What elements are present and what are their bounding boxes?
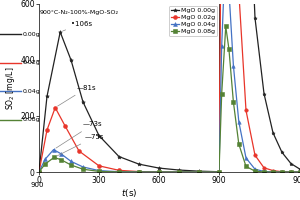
MgO 0.04g	[69, 160, 73, 163]
MgO 0.08g	[37, 171, 41, 173]
MgO 0.00g	[58, 31, 62, 33]
MgO 0.02g	[37, 171, 41, 173]
Text: —75s: —75s	[56, 134, 104, 156]
MgO 0.04g	[52, 148, 56, 151]
Text: 0.00g: 0.00g	[22, 32, 40, 37]
MgO 0.04g	[43, 158, 47, 161]
MgO 0.08g	[117, 171, 121, 173]
MgO 0.00g	[45, 95, 49, 98]
MgO 0.08g	[43, 163, 47, 165]
MgO 0.04g	[137, 171, 141, 173]
Text: —73s: —73s	[56, 121, 103, 148]
MgO 0.08g	[177, 171, 181, 173]
MgO 0.08g	[81, 168, 85, 170]
MgO 0.02g	[177, 171, 181, 173]
Text: 0.02g: 0.02g	[22, 60, 40, 65]
X-axis label: $t$(s): $t$(s)	[121, 187, 137, 199]
Text: 900: 900	[30, 182, 44, 188]
MgO 0.04g	[117, 171, 121, 173]
MgO 0.00g	[81, 101, 85, 103]
MgO 0.02g	[197, 171, 201, 173]
MgO 0.02g	[45, 129, 49, 131]
MgO 0.04g	[197, 171, 201, 173]
Legend: MgO 0.00g, MgO 0.02g, MgO 0.04g, MgO 0.08g: MgO 0.00g, MgO 0.02g, MgO 0.04g, MgO 0.0…	[169, 6, 217, 36]
Line: MgO 0.04g: MgO 0.04g	[37, 148, 221, 174]
MgO 0.08g	[217, 171, 221, 173]
MgO 0.02g	[137, 170, 141, 173]
MgO 0.00g	[37, 171, 41, 173]
MgO 0.02g	[217, 171, 221, 173]
Text: •106s: •106s	[63, 21, 92, 31]
Text: 900°C-N₂-100%-MgO-SO₂: 900°C-N₂-100%-MgO-SO₂	[40, 10, 119, 15]
MgO 0.00g	[197, 170, 201, 172]
MgO 0.00g	[137, 163, 141, 165]
MgO 0.04g	[37, 171, 41, 173]
MgO 0.04g	[97, 169, 101, 172]
Text: 0.04g: 0.04g	[22, 89, 40, 94]
MgO 0.02g	[53, 106, 57, 109]
MgO 0.08g	[157, 171, 161, 173]
MgO 0.04g	[81, 166, 85, 168]
MgO 0.04g	[59, 153, 63, 155]
MgO 0.08g	[197, 171, 201, 173]
MgO 0.08g	[137, 171, 141, 173]
Line: MgO 0.08g: MgO 0.08g	[37, 155, 221, 174]
MgO 0.04g	[177, 171, 181, 173]
MgO 0.00g	[69, 59, 73, 61]
MgO 0.02g	[97, 165, 101, 167]
Text: 0.08g: 0.08g	[22, 117, 40, 122]
MgO 0.02g	[157, 171, 161, 173]
MgO 0.00g	[157, 167, 161, 169]
MgO 0.02g	[63, 125, 67, 127]
MgO 0.08g	[59, 158, 63, 161]
MgO 0.02g	[77, 150, 81, 152]
Text: —81s: —81s	[58, 85, 97, 106]
Y-axis label: SO$_2$ [mg/L]: SO$_2$ [mg/L]	[4, 66, 17, 110]
MgO 0.00g	[217, 171, 221, 173]
MgO 0.02g	[117, 169, 121, 172]
MgO 0.08g	[52, 156, 56, 159]
MgO 0.00g	[97, 134, 101, 137]
MgO 0.00g	[177, 169, 181, 171]
Line: MgO 0.00g: MgO 0.00g	[37, 30, 221, 174]
MgO 0.08g	[69, 164, 73, 166]
MgO 0.08g	[97, 170, 101, 173]
Line: MgO 0.02g: MgO 0.02g	[37, 106, 221, 174]
MgO 0.00g	[117, 155, 121, 158]
MgO 0.04g	[217, 171, 221, 173]
MgO 0.04g	[157, 171, 161, 173]
